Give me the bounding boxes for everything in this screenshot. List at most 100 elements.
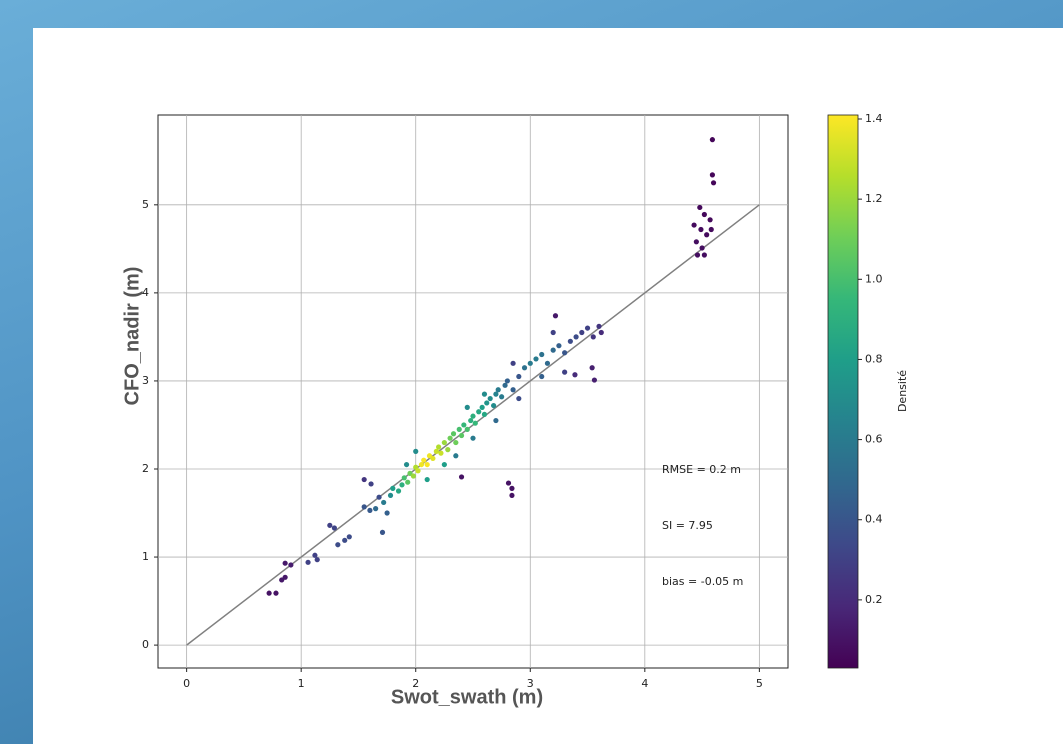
colorbar-tick-label: 0.2	[865, 593, 883, 606]
scatter-point	[327, 522, 333, 528]
scatter-point	[361, 476, 367, 483]
scatter-point	[484, 400, 490, 406]
y-tick-label: 3	[142, 374, 149, 387]
scatter-point	[424, 461, 430, 468]
scatter-point	[418, 461, 425, 468]
scatter-point	[527, 360, 533, 366]
scatter-point	[384, 510, 390, 516]
scatter-point	[539, 351, 545, 358]
scatter-point	[461, 422, 467, 428]
scatter-point	[282, 574, 288, 580]
x-axis-label: Swot_swath (m)	[391, 686, 543, 708]
scatter-point	[596, 323, 602, 329]
scatter-point	[410, 473, 417, 479]
scatter-point	[509, 485, 515, 491]
scatter-point	[491, 402, 497, 409]
colorbar-tick-label: 1.0	[865, 272, 883, 285]
scatter-point	[331, 525, 337, 531]
colorbar-tick-label: 0.4	[865, 513, 883, 526]
card	[33, 28, 1063, 744]
x-tick-label: 3	[527, 677, 534, 690]
scatter-point	[447, 435, 453, 441]
scatter-point	[424, 476, 430, 483]
scatter-point	[470, 413, 476, 419]
scatter-point	[453, 439, 459, 446]
scatter-point	[266, 590, 272, 596]
scatter-point	[539, 373, 545, 380]
scatter-point	[504, 378, 510, 384]
scatter-point	[373, 506, 379, 512]
scatter-point	[544, 360, 551, 366]
plot-frame	[157, 114, 789, 669]
scatter-point	[699, 245, 705, 251]
scatter-point	[312, 552, 318, 558]
scatter-point	[521, 365, 528, 371]
scatter-point	[493, 391, 499, 397]
scatter-point	[335, 542, 341, 548]
scatter-point	[710, 180, 717, 186]
scatter-point	[552, 313, 559, 319]
scatter-point	[476, 409, 482, 415]
scatter-point	[573, 334, 579, 340]
x-tick-label: 2	[412, 677, 419, 690]
scatter-point	[550, 329, 556, 336]
scatter-point	[288, 562, 294, 568]
scatter-point	[499, 394, 505, 400]
scatter-point	[368, 481, 374, 487]
scatter-point	[598, 329, 604, 336]
scatter-point	[516, 395, 522, 402]
scatter-point	[415, 468, 421, 474]
scatter-point	[505, 480, 512, 486]
scatter-point	[516, 373, 522, 380]
scatter-point	[691, 222, 697, 228]
annotation: SI = 7.95	[662, 519, 713, 532]
scatter-point	[709, 137, 716, 143]
scatter-point	[550, 347, 556, 353]
scatter-point	[495, 387, 501, 393]
scatter-point	[502, 382, 508, 388]
scatter-point	[704, 232, 710, 238]
y-axis-label: CFO_nadir (m)	[121, 267, 143, 406]
scatter-point	[401, 475, 407, 481]
scatter-point	[456, 426, 462, 432]
scatter-point	[562, 350, 568, 356]
scatter-point	[405, 479, 411, 485]
scatter-point	[403, 461, 410, 468]
scatter-point	[493, 417, 499, 424]
scatter-point	[464, 404, 470, 410]
scatter-point	[441, 461, 447, 468]
scatter-point	[698, 226, 704, 233]
scatter-point	[413, 448, 419, 454]
scatter-point	[562, 369, 568, 375]
scatter-point	[395, 488, 402, 494]
y-tick-label: 5	[142, 198, 149, 211]
scatter-point	[458, 474, 465, 480]
y-tick-label: 0	[142, 638, 149, 651]
scatter-point	[379, 529, 386, 535]
scatter-point	[453, 453, 459, 459]
scatter-point	[556, 343, 562, 349]
scatter-point	[445, 447, 451, 453]
scatter-point	[694, 252, 701, 258]
scatter-point	[701, 211, 707, 218]
scatter-point	[458, 432, 465, 439]
scatter-point	[481, 391, 488, 397]
scatter-point	[464, 426, 470, 432]
x-tick-label: 1	[298, 677, 305, 690]
scatter-point	[421, 457, 427, 463]
scatter-point	[533, 356, 539, 362]
scatter-point	[399, 482, 405, 488]
scatter-point	[693, 239, 699, 245]
scatter-point	[470, 435, 476, 441]
scatter-point	[472, 420, 478, 426]
scatter-point	[709, 172, 716, 178]
scatter-point	[591, 377, 598, 383]
annotation: RMSE = 0.2 m	[662, 463, 741, 476]
colorbar-tick-label: 0.8	[865, 352, 883, 365]
scatter-point	[273, 590, 279, 596]
scatter-point	[450, 431, 457, 437]
scatter-point	[479, 404, 485, 410]
scatter-point	[390, 485, 396, 491]
scatter-point	[708, 226, 714, 233]
